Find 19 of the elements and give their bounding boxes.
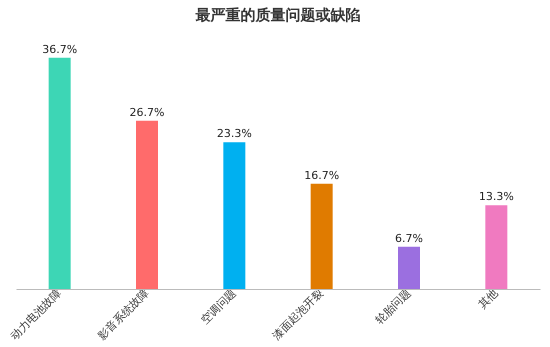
- bar: [485, 205, 508, 289]
- chart-title: 最严重的质量问题或缺陷: [194, 6, 360, 24]
- x-tick-label: 动力电池故障: [8, 286, 64, 342]
- x-tick-label: 其他: [476, 286, 501, 312]
- x-tick-label: 空调问题: [198, 286, 239, 327]
- data-label: 23.3%: [216, 127, 252, 140]
- data-label: 16.7%: [304, 168, 340, 182]
- bar: [136, 120, 158, 289]
- x-tick-label: 轮胎问题: [372, 286, 414, 327]
- bar: [398, 246, 420, 289]
- data-label: 13.3%: [478, 190, 514, 204]
- x-tick-label: 影音系统故障: [95, 286, 152, 342]
- bar: [310, 184, 333, 289]
- x-tick-label: 漆面起泡开裂: [270, 286, 326, 342]
- data-label: 6.7%: [395, 232, 423, 245]
- bar: [223, 142, 246, 289]
- data-label: 36.7%: [42, 42, 78, 56]
- data-label: 26.7%: [130, 106, 164, 119]
- bar: [48, 58, 71, 289]
